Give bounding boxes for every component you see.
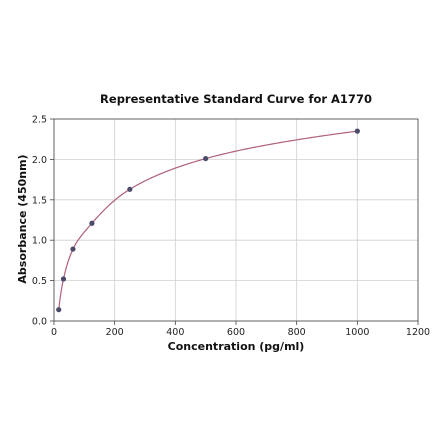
y-tick-label: 2.0 (32, 155, 47, 166)
chart-title: Representative Standard Curve for A1770 (100, 92, 372, 106)
data-point-2 (70, 246, 76, 252)
grid-lines (53, 118, 419, 322)
y-axis-label: Absorbance (450nm) (16, 154, 29, 283)
x-tick-label: 800 (288, 327, 306, 338)
x-axis-label: Concentration (pg/ml) (168, 340, 305, 353)
data-points (56, 128, 360, 313)
data-point-3 (89, 220, 95, 226)
y-tick-label: 2.5 (32, 115, 47, 126)
data-point-0 (56, 307, 62, 313)
y-tick-label: 1.0 (32, 236, 47, 247)
x-tick-label: 600 (227, 327, 245, 338)
x-tick-label: 1200 (406, 327, 430, 338)
x-tick-label: 400 (166, 327, 184, 338)
y-tick-label: 0.5 (32, 276, 47, 287)
x-tick-label: 1000 (345, 327, 369, 338)
data-point-1 (60, 276, 67, 282)
x-tick-label: 0 (51, 327, 57, 338)
data-point-5 (203, 155, 209, 162)
axis-ticks: 0 200 400 600 800 1000 1200 0.0 0.5 1.0 1.5 2.0 2.5 (32, 115, 430, 339)
y-tick-label: 1.5 (32, 195, 47, 206)
y-tick-label: 0.0 (32, 317, 47, 328)
data-point-6 (354, 128, 360, 134)
x-tick-label: 200 (106, 327, 124, 338)
data-point-4 (127, 186, 133, 192)
